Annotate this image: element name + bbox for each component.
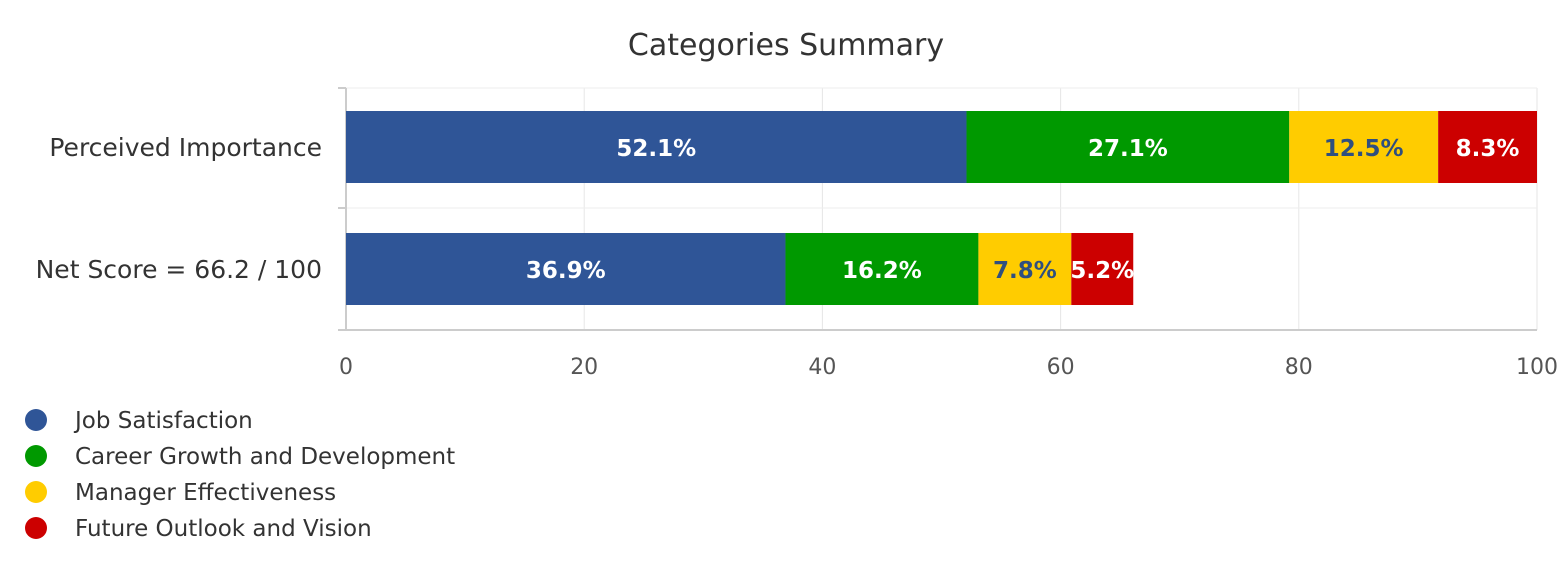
legend: Job Satisfaction Career Growth and Develo… xyxy=(25,408,455,542)
legend-marker xyxy=(25,481,47,503)
data-labels: 52.1% 27.1% 12.5% 8.3% 36.9% 16.2% 7.8% 5.2% xyxy=(526,136,1520,284)
bar-segment xyxy=(346,233,786,305)
legend-marker xyxy=(25,409,47,431)
data-label: 27.1% xyxy=(1088,136,1168,162)
x-tick-label: 20 xyxy=(570,355,598,380)
x-tick-label: 60 xyxy=(1047,355,1075,380)
x-tick-label: 80 xyxy=(1285,355,1313,380)
x-tick-label: 0 xyxy=(339,355,353,380)
x-axis-tick-labels: 0 20 40 60 80 100 xyxy=(339,355,1558,380)
category-labels: Perceived Importance Net Score = 66.2 / 1… xyxy=(36,133,322,284)
legend-label: Career Growth and Development xyxy=(75,444,455,470)
legend-label: Manager Effectiveness xyxy=(75,480,336,506)
x-tick-label: 100 xyxy=(1516,355,1558,380)
legend-label: Job Satisfaction xyxy=(73,408,253,434)
bar-segment xyxy=(1071,233,1134,305)
data-label: 5.2% xyxy=(1070,258,1134,284)
bar-segment xyxy=(785,233,979,305)
chart-title: Categories Summary xyxy=(628,28,944,63)
data-label: 8.3% xyxy=(1456,136,1520,162)
data-label: 16.2% xyxy=(842,258,922,284)
legend-marker xyxy=(25,445,47,467)
data-label: 12.5% xyxy=(1324,136,1404,162)
data-label: 7.8% xyxy=(993,258,1057,284)
data-label: 36.9% xyxy=(526,258,606,284)
category-label: Net Score = 66.2 / 100 xyxy=(36,255,322,284)
legend-marker xyxy=(25,517,47,539)
x-tick-label: 40 xyxy=(808,355,836,380)
bar-segment xyxy=(978,233,1072,305)
legend-label: Future Outlook and Vision xyxy=(75,516,372,542)
bar-segment xyxy=(1289,111,1439,183)
bar-segment xyxy=(346,111,967,183)
bars xyxy=(346,111,1537,305)
category-label: Perceived Importance xyxy=(49,133,322,162)
data-label: 52.1% xyxy=(616,136,696,162)
bar-segment xyxy=(966,111,1290,183)
bar-segment xyxy=(1438,111,1537,183)
